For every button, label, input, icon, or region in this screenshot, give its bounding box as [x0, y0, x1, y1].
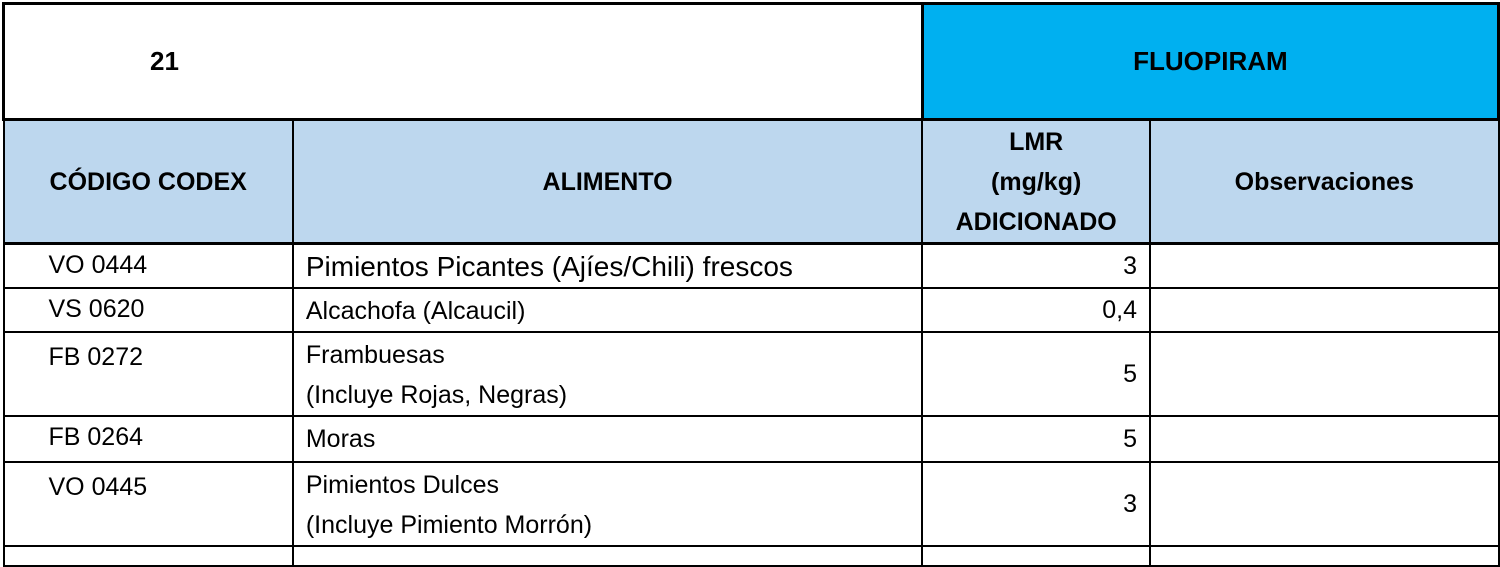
- lmr-value: 5: [921, 415, 1152, 463]
- lmr-value: 3: [921, 242, 1152, 289]
- food-name: Moras: [291, 415, 924, 463]
- codex-code: VO 0444: [2, 242, 294, 289]
- header-lmr-line2: (mg/kg): [991, 167, 1082, 196]
- food-line2: (Incluye Pimiento Morrón): [305, 511, 593, 539]
- lmr-value: 3: [921, 461, 1152, 547]
- codex-code: FB 0264: [2, 415, 294, 463]
- table-row-partial: [2, 545, 1500, 567]
- header-food: ALIMENTO: [291, 118, 924, 245]
- table-row: VO 0444 Pimientos Picantes (Ajíes/Chili)…: [2, 242, 1500, 289]
- header-code: CÓDIGO CODEX: [2, 118, 294, 245]
- substance-name: FLUOPIRAM: [920, 2, 1500, 121]
- observations: [1149, 461, 1500, 547]
- table-row: FB 0272 Frambuesas (Incluye Rojas, Negras…: [2, 331, 1500, 417]
- codex-code: VS 0620: [2, 287, 294, 333]
- observations: [1149, 287, 1500, 333]
- food-line1: Frambuesas: [305, 341, 445, 369]
- food-name: Pimientos Picantes (Ajíes/Chili) frescos: [291, 242, 924, 289]
- table-number: 21: [2, 2, 924, 121]
- partial-cell: [291, 545, 924, 567]
- lmr-value: 0,4: [921, 287, 1152, 333]
- header-lmr-line3: ADICIONADO: [955, 207, 1117, 236]
- partial-cell: [921, 545, 1152, 567]
- observations: [1149, 331, 1500, 417]
- title-row: 21 FLUOPIRAM: [2, 2, 1500, 121]
- partial-cell: [2, 545, 294, 567]
- header-lmr-line1: LMR: [1009, 127, 1064, 156]
- food-line1: Pimientos Dulces: [305, 471, 499, 499]
- codex-code: VO 0445: [2, 461, 294, 547]
- food-name: Alcachofa (Alcaucil): [291, 287, 924, 333]
- lmr-value: 5: [921, 331, 1152, 417]
- partial-cell: [1149, 545, 1500, 567]
- codex-code: FB 0272: [2, 331, 294, 417]
- header-row: CÓDIGO CODEX ALIMENTO LMR (mg/kg) ADICIONA…: [2, 118, 1500, 245]
- header-lmr: LMR (mg/kg) ADICIONADO: [921, 118, 1152, 245]
- table-row: FB 0264 Moras 5: [2, 415, 1500, 463]
- food-name: Frambuesas (Incluye Rojas, Negras): [291, 331, 924, 417]
- observations: [1149, 415, 1500, 463]
- table-row: VO 0445 Pimientos Dulces (Incluye Pimient…: [2, 461, 1500, 547]
- food-name: Pimientos Dulces (Incluye Pimiento Morrón…: [291, 461, 924, 547]
- table-row: VS 0620 Alcachofa (Alcaucil) 0,4: [2, 287, 1500, 333]
- food-line2: (Incluye Rojas, Negras): [305, 381, 568, 409]
- observations: [1149, 242, 1500, 289]
- header-observations: Observaciones: [1149, 118, 1500, 245]
